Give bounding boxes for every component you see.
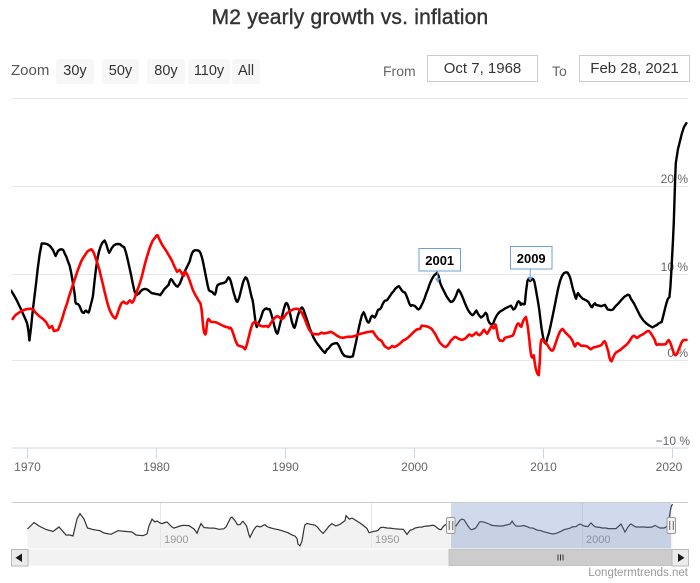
svg-text:1950: 1950: [375, 534, 399, 546]
svg-text:−10 %: −10 %: [656, 434, 691, 448]
svg-text:1980: 1980: [143, 460, 170, 474]
svg-text:2020: 2020: [656, 460, 683, 474]
svg-text:2001: 2001: [425, 253, 454, 268]
svg-text:1990: 1990: [272, 460, 299, 474]
svg-text:2000: 2000: [586, 534, 610, 546]
svg-text:1970: 1970: [14, 460, 41, 474]
svg-text:1900: 1900: [164, 534, 188, 546]
svg-text:10 %: 10 %: [661, 260, 689, 274]
svg-text:2000: 2000: [401, 460, 428, 474]
svg-text:2009: 2009: [517, 251, 546, 266]
svg-text:2010: 2010: [530, 460, 557, 474]
